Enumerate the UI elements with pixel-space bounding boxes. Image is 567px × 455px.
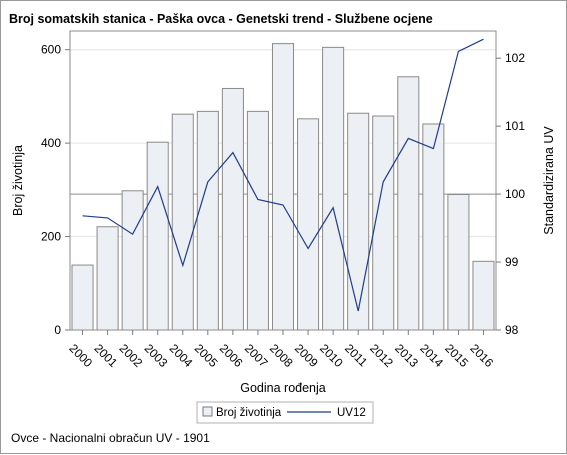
uv12-line xyxy=(82,38,484,312)
chart-title: Broj somatskih stanica - Paška ovca - Ge… xyxy=(9,12,433,26)
chart-footnote: Ovce - Nacionalni obračun UV - 1901 xyxy=(11,431,210,445)
y2-tick-label: 99 xyxy=(505,255,519,269)
bar xyxy=(397,76,420,331)
x-tick-label: 2002 xyxy=(117,341,146,370)
bar xyxy=(422,123,445,331)
x-tick-label: 2016 xyxy=(467,341,496,370)
x-tick-label: 2013 xyxy=(392,341,421,370)
y2-axis-title: Standardizirana UV xyxy=(542,126,556,235)
x-tick-label: 2005 xyxy=(192,341,221,370)
bar xyxy=(121,190,144,331)
x-tick-label: 2009 xyxy=(292,341,321,370)
bar xyxy=(297,118,320,331)
x-axis-title: Godina rođenja xyxy=(240,381,326,395)
x-tick-label: 2015 xyxy=(442,341,471,370)
x-tick-label: 2000 xyxy=(66,341,95,370)
x-tick-label: 2006 xyxy=(217,341,246,370)
y-tick-label: 400 xyxy=(41,136,61,150)
x-tick-label: 2007 xyxy=(242,341,271,370)
y-tick-label: 600 xyxy=(41,43,61,57)
bar xyxy=(347,112,370,331)
x-tick-label: 2011 xyxy=(342,341,370,369)
line-series xyxy=(82,38,484,312)
y-axis-right: 98 99 100 101 102 xyxy=(496,51,525,337)
x-tick-label: 2003 xyxy=(142,341,171,370)
legend-box xyxy=(196,401,374,424)
y2-tick-label: 102 xyxy=(505,51,525,65)
y-tick-label: 0 xyxy=(54,323,61,337)
bar xyxy=(71,264,94,331)
bar xyxy=(372,115,395,331)
bar xyxy=(196,110,219,331)
bar xyxy=(322,46,345,331)
bar xyxy=(146,141,169,331)
x-tick-label: 2001 xyxy=(91,341,120,370)
x-tick-label: 2004 xyxy=(167,341,196,370)
y-axis-left: 0 200 400 600 xyxy=(41,43,70,337)
bar xyxy=(171,113,194,331)
legend: Broj životinja UV12 xyxy=(196,401,374,424)
bar xyxy=(271,43,295,331)
bar xyxy=(246,110,269,331)
bar xyxy=(472,260,495,331)
x-tick-label: 2010 xyxy=(317,341,346,370)
x-tick-label: 2008 xyxy=(267,341,296,370)
y-axis-title: Broj životinja xyxy=(11,145,25,216)
x-axis: 2000200120022003200420052006200720082009… xyxy=(66,330,496,370)
y2-tick-label: 100 xyxy=(505,187,525,201)
y-tick-label: 200 xyxy=(41,230,61,244)
bar-series xyxy=(71,43,495,331)
x-tick-label: 2012 xyxy=(367,341,396,370)
y2-tick-label: 101 xyxy=(505,119,525,133)
bar xyxy=(221,87,244,331)
legend-label-bar: Broj životinja xyxy=(216,407,282,419)
legend-label-line: UV12 xyxy=(337,407,366,419)
legend-bar-swatch xyxy=(202,406,213,417)
x-tick-label: 2014 xyxy=(417,341,446,370)
bar xyxy=(447,194,470,331)
y2-tick-label: 98 xyxy=(505,323,519,337)
bar xyxy=(96,226,119,331)
